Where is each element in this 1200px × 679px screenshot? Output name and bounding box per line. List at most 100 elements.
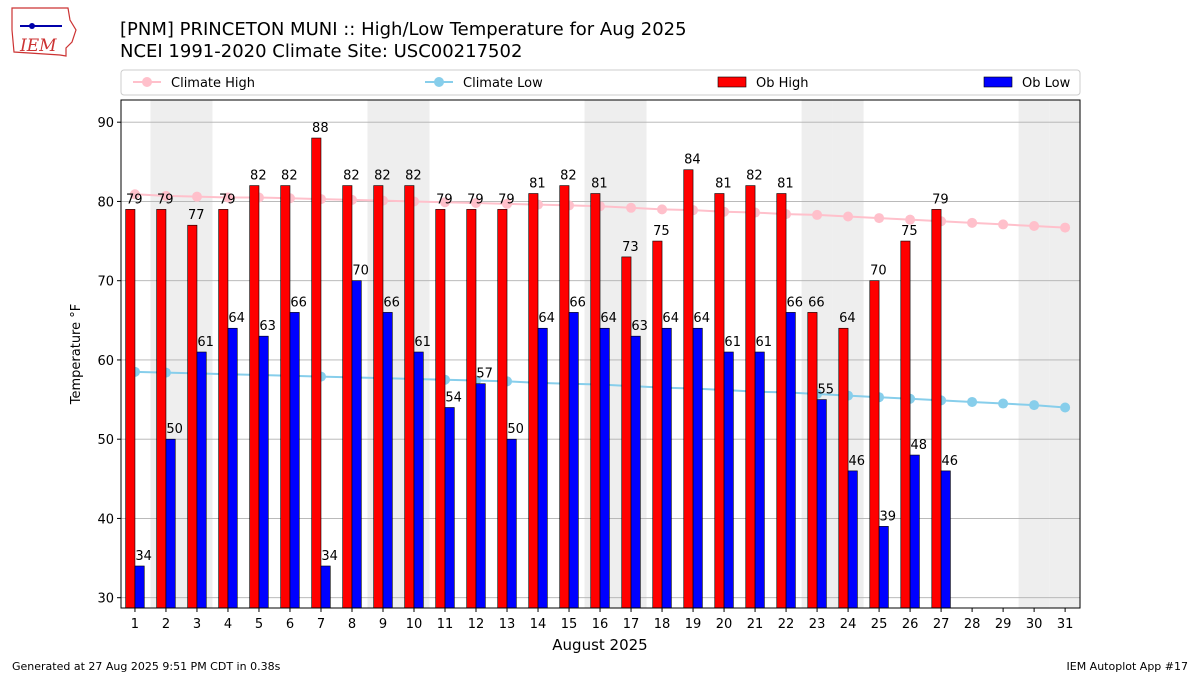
data-label: 61	[197, 335, 214, 350]
logo: IEM	[11, 7, 77, 57]
bar	[466, 209, 477, 609]
y-tick-label: 40	[97, 512, 114, 527]
bar	[816, 399, 827, 609]
legend-box	[120, 69, 1081, 96]
bar	[776, 193, 787, 609]
x-tick-label: 8	[348, 617, 356, 632]
bar	[258, 335, 269, 609]
logo-dot	[29, 23, 35, 29]
x-tick-label: 4	[224, 617, 232, 632]
x-tick-label: 16	[592, 617, 609, 632]
data-label: 64	[538, 311, 555, 326]
data-label: 64	[839, 311, 856, 326]
data-label: 79	[157, 192, 174, 207]
x-tick-label: 2	[162, 617, 170, 632]
bar	[165, 438, 176, 609]
bar	[692, 327, 703, 609]
bar	[351, 280, 362, 609]
x-tick-label: 15	[561, 617, 578, 632]
data-label: 64	[228, 311, 245, 326]
bar	[196, 351, 207, 609]
line-marker	[967, 396, 978, 407]
bar	[745, 185, 756, 609]
x-tick-label: 9	[379, 617, 387, 632]
legend-marker	[142, 77, 152, 87]
bar	[156, 209, 167, 609]
x-tick-label: 7	[317, 617, 325, 632]
weekend-shade	[1018, 100, 1050, 608]
line-marker	[129, 189, 140, 200]
line-marker	[191, 191, 202, 202]
line-marker	[471, 198, 482, 209]
data-label: 82	[250, 169, 267, 184]
data-label: 66	[808, 295, 825, 310]
bar	[373, 185, 384, 609]
x-tick-label: 11	[437, 617, 454, 632]
x-tick-label: 22	[778, 617, 795, 632]
logo-text: IEM	[19, 36, 57, 56]
line-marker	[626, 202, 637, 213]
bar	[590, 193, 601, 609]
bar	[909, 454, 920, 609]
data-label: 61	[414, 335, 431, 350]
y-tick-label: 30	[97, 592, 114, 607]
x-tick-label: 19	[685, 617, 702, 632]
data-label: 64	[693, 311, 710, 326]
x-tick-label: 26	[902, 617, 919, 632]
bar	[568, 312, 579, 609]
x-axis-label: August 2025	[552, 636, 647, 654]
legend-label: Climate High	[171, 76, 255, 91]
line-marker	[843, 211, 854, 222]
data-label: 79	[219, 192, 236, 207]
x-tick-label: 5	[255, 617, 263, 632]
bar	[630, 335, 641, 609]
chart-title: [PNM] PRINCETON MUNI :: High/Low Tempera…	[120, 19, 687, 40]
bar	[342, 185, 353, 609]
bar	[621, 256, 632, 609]
data-label: 55	[817, 383, 834, 398]
data-label: 79	[126, 192, 143, 207]
data-label: 77	[188, 208, 205, 223]
legend-swatch	[983, 76, 1013, 88]
data-label: 84	[684, 153, 701, 168]
data-label: 50	[507, 422, 524, 437]
data-label: 82	[281, 169, 298, 184]
x-tick-label: 3	[193, 617, 201, 632]
bar	[404, 185, 415, 609]
line-marker	[1060, 402, 1071, 413]
footer-right: IEM Autoplot App #17	[1067, 660, 1189, 673]
x-tick-label: 20	[716, 617, 733, 632]
data-label: 34	[135, 549, 152, 564]
bar	[187, 224, 198, 609]
data-label: 75	[653, 224, 670, 239]
line-marker	[440, 197, 451, 208]
data-label: 82	[374, 169, 391, 184]
bar	[931, 209, 942, 609]
data-label: 39	[879, 509, 896, 524]
bar	[661, 327, 672, 609]
x-tick-label: 21	[747, 617, 764, 632]
bar	[475, 383, 486, 609]
data-label: 54	[445, 390, 462, 405]
bar	[652, 240, 663, 609]
bar	[754, 351, 765, 609]
bar	[599, 327, 610, 609]
data-label: 61	[724, 335, 741, 350]
data-label: 50	[166, 422, 183, 437]
legend-label: Ob High	[756, 76, 809, 91]
weekend-shade	[1049, 100, 1081, 608]
chart-subtitle: NCEI 1991-2020 Climate Site: USC00217502	[120, 41, 522, 62]
bar	[940, 470, 951, 609]
data-label: 66	[786, 295, 803, 310]
x-tick-label: 23	[809, 617, 826, 632]
bar	[134, 565, 145, 609]
logo-outline	[11, 7, 77, 57]
data-label: 79	[498, 192, 515, 207]
bar	[311, 137, 322, 609]
data-label: 46	[941, 454, 958, 469]
data-label: 82	[343, 169, 360, 184]
data-label: 82	[560, 169, 577, 184]
x-tick-label: 12	[468, 617, 485, 632]
bar	[900, 240, 911, 609]
data-label: 57	[476, 367, 493, 382]
